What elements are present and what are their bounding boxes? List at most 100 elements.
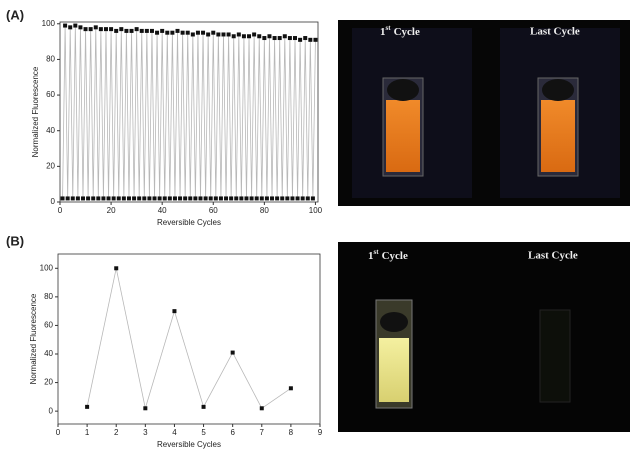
data-point: [305, 196, 310, 201]
data-point: [221, 32, 226, 37]
data-point: [139, 28, 144, 33]
panel-label: (A): [6, 7, 24, 22]
x-tick-label: 2: [114, 428, 119, 437]
photo-caption: 1st Cycle: [368, 248, 408, 262]
data-point: [85, 404, 90, 409]
data-point: [244, 196, 249, 201]
data-point: [277, 36, 282, 41]
data-point: [144, 28, 149, 33]
data-point: [208, 196, 213, 201]
data-point: [68, 25, 73, 30]
x-axis-label: Reversible Cycles: [157, 440, 221, 449]
x-tick-label: 7: [260, 428, 265, 437]
data-point: [267, 34, 272, 39]
data-point: [91, 196, 96, 201]
data-point: [300, 196, 305, 201]
data-point: [132, 196, 137, 201]
data-point: [78, 25, 83, 30]
data-point: [165, 30, 170, 35]
data-point: [162, 196, 167, 201]
data-point: [137, 196, 142, 201]
data-point: [126, 196, 131, 201]
data-point: [134, 27, 139, 32]
x-tick-label: 9: [318, 428, 323, 437]
data-point: [313, 37, 318, 42]
data-point: [83, 27, 88, 32]
x-tick-label: 1: [85, 428, 90, 437]
data-point: [96, 196, 101, 201]
data-point: [234, 196, 239, 201]
x-tick-label: 4: [172, 428, 177, 437]
data-point: [198, 196, 203, 201]
data-point: [298, 37, 303, 42]
x-axis-label: Reversible Cycles: [157, 218, 221, 227]
data-point: [308, 37, 313, 42]
data-point: [143, 406, 148, 411]
data-point: [111, 196, 116, 201]
y-tick-label: 80: [44, 292, 53, 301]
data-point: [183, 196, 188, 201]
data-point: [236, 32, 241, 37]
y-tick-label: 40: [44, 349, 53, 358]
y-tick-label: 80: [46, 55, 55, 64]
y-tick-label: 100: [40, 263, 54, 272]
data-point: [216, 32, 221, 37]
data-point: [73, 23, 78, 28]
data-point: [129, 28, 134, 33]
data-point: [303, 36, 308, 41]
y-tick-label: 20: [44, 378, 53, 387]
plot-frame: [57, 253, 321, 425]
data-point: [201, 30, 206, 35]
data-point: [98, 27, 103, 32]
caption-suffix: st: [374, 248, 380, 256]
data-point: [63, 23, 68, 28]
y-tick-label: 0: [51, 197, 56, 206]
data-point: [75, 196, 80, 201]
data-point: [101, 196, 106, 201]
data-point: [106, 196, 111, 201]
photo-caption: Last Cycle: [528, 250, 578, 262]
x-tick-label: 20: [107, 206, 116, 215]
data-point: [270, 196, 275, 201]
data-point: [180, 30, 185, 35]
data-point: [224, 196, 229, 201]
data-point: [254, 196, 259, 201]
y-axis-label: Normalized Fluorescence: [31, 66, 40, 157]
data-point: [103, 27, 108, 32]
x-tick-label: 5: [201, 428, 206, 437]
data-point: [178, 196, 183, 201]
caption-word: Cycle: [382, 250, 408, 262]
x-tick-label: 8: [289, 428, 294, 437]
data-point: [213, 196, 218, 201]
data-point: [124, 28, 129, 33]
data-point: [149, 28, 154, 33]
caption-word: Cycle: [394, 26, 420, 38]
data-point: [226, 32, 231, 37]
caption-number: 1: [368, 250, 374, 262]
data-point: [157, 196, 162, 201]
photo-b: 1st Cycle Last Cycle: [338, 242, 630, 432]
data-point: [88, 27, 93, 32]
caption-number: 1: [380, 26, 386, 38]
x-tick-label: 6: [230, 428, 235, 437]
data-point: [86, 196, 91, 201]
photo-a: 1st Cycle Last Cycle: [338, 20, 630, 206]
data-point: [190, 32, 195, 37]
panel-label: (B): [6, 233, 24, 248]
data-point: [193, 196, 198, 201]
data-point: [230, 350, 235, 355]
data-point: [185, 30, 190, 35]
data-point: [188, 196, 193, 201]
data-point: [293, 36, 298, 41]
data-point: [262, 36, 267, 41]
data-point: [288, 386, 293, 391]
data-point: [142, 196, 147, 201]
data-point: [257, 34, 262, 39]
data-point: [109, 27, 114, 32]
data-point: [160, 28, 165, 33]
data-point: [295, 196, 300, 201]
data-line: [86, 268, 292, 409]
data-point: [218, 196, 223, 201]
x-tick-label: 0: [56, 428, 61, 437]
